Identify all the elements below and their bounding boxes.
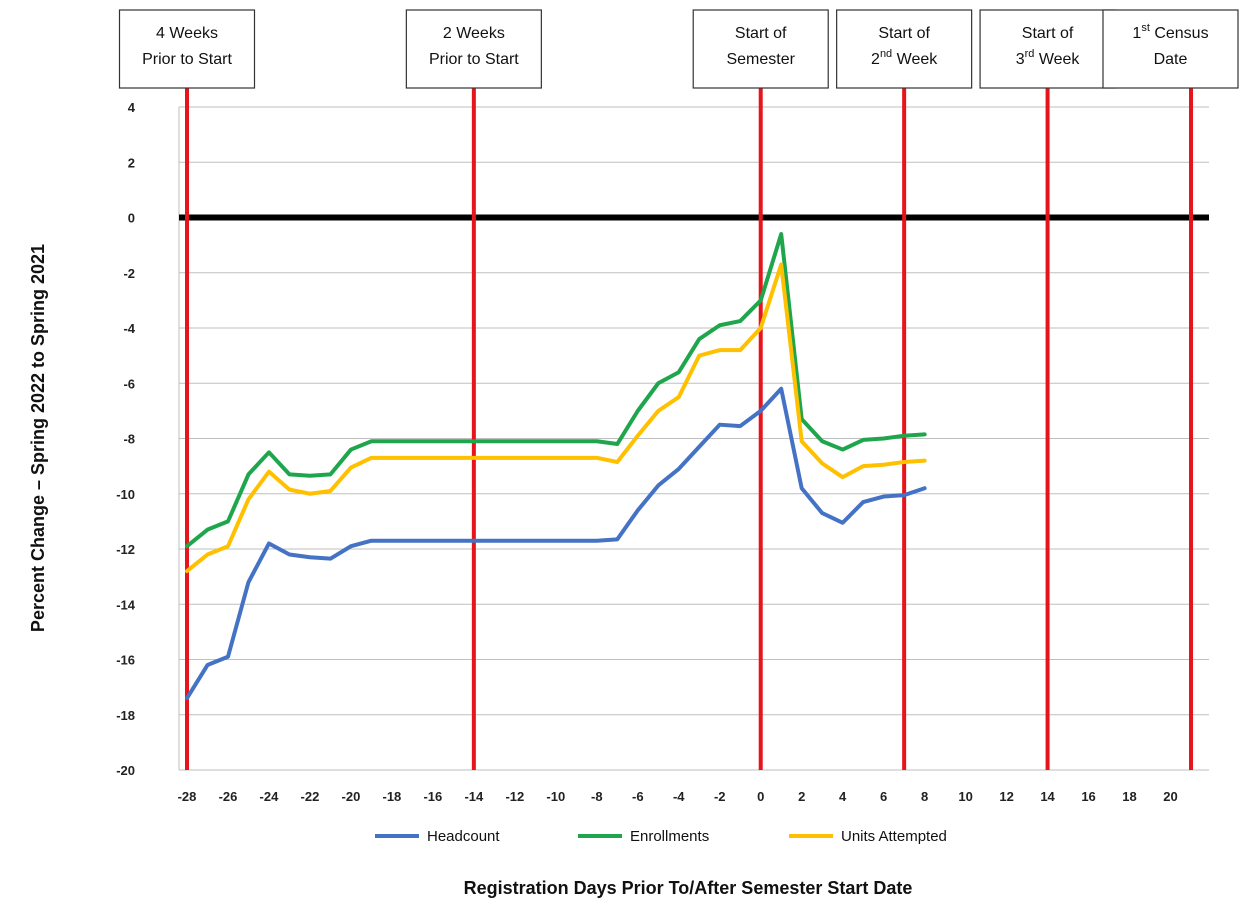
milestone-box	[692, 9, 829, 89]
milestone-label-superscript: rd	[1025, 48, 1035, 60]
y-axis-title: Percent Change – Spring 2022 to Spring 2…	[28, 244, 48, 632]
x-tick-label: -8	[591, 789, 603, 804]
milestone-box	[979, 9, 1116, 89]
y-tick-label: -4	[123, 321, 135, 336]
legend-label: Headcount	[427, 828, 500, 845]
x-tick-label: -24	[260, 789, 280, 804]
milestone-label-text: 3	[1016, 51, 1025, 68]
x-tick-label: -6	[632, 789, 644, 804]
milestone-box	[1102, 9, 1239, 89]
y-tick-label: -18	[116, 708, 135, 723]
milestone-label-text: Start of	[1022, 25, 1074, 42]
milestone-label: 1st Census	[1132, 22, 1208, 42]
x-axis-title: Registration Days Prior To/After Semeste…	[464, 878, 913, 898]
milestone-label: Start of	[1022, 25, 1074, 42]
milestone-label: 2nd Week	[871, 48, 938, 68]
milestone-label-text: 2 Weeks	[443, 25, 505, 42]
milestone-label: Date	[1154, 51, 1188, 68]
y-tick-label: -20	[116, 763, 135, 778]
x-tick-label: -20	[342, 789, 361, 804]
y-tick-label: -6	[123, 376, 135, 391]
x-tick-label: -4	[673, 789, 685, 804]
y-tick-label: 2	[128, 155, 135, 170]
y-tick-label: -14	[116, 597, 136, 612]
milestone-label-text: Prior to Start	[429, 51, 519, 68]
milestone-label: Prior to Start	[142, 51, 232, 68]
y-tick-label: -2	[123, 266, 135, 281]
x-tick-label: -14	[464, 789, 484, 804]
legend-label: Enrollments	[630, 828, 709, 845]
x-tick-label: 18	[1122, 789, 1136, 804]
milestone-box	[118, 9, 256, 89]
x-tick-label: 20	[1163, 789, 1177, 804]
x-tick-label: -10	[546, 789, 565, 804]
milestone-label-superscript: nd	[880, 48, 892, 60]
y-tick-label: -10	[116, 487, 135, 502]
x-tick-label: 12	[999, 789, 1013, 804]
y-tick-label: -16	[116, 653, 135, 668]
y-tick-label: 4	[128, 100, 136, 115]
milestone-label-text: 1	[1132, 25, 1141, 42]
milestone-label: Semester	[726, 51, 795, 68]
milestone-label: Start of	[735, 25, 787, 42]
series-line-headcount	[185, 386, 927, 701]
x-tick-label: 6	[880, 789, 887, 804]
x-tick-label: -18	[382, 789, 401, 804]
x-tick-label: 2	[798, 789, 805, 804]
x-tick-label: -12	[505, 789, 524, 804]
milestone-label-rest: Week	[892, 51, 938, 68]
milestone-label-text: 4 Weeks	[156, 25, 218, 42]
x-tick-label: -28	[178, 789, 197, 804]
milestone-box	[405, 9, 542, 89]
x-tick-label: 8	[921, 789, 928, 804]
x-tick-label: -26	[219, 789, 238, 804]
x-tick-label: 14	[1040, 789, 1055, 804]
x-tick-label: 0	[757, 789, 764, 804]
x-tick-label: 16	[1081, 789, 1095, 804]
milestone-box	[836, 9, 973, 89]
y-tick-label: 0	[128, 211, 135, 226]
milestone-label-rest: Census	[1150, 25, 1209, 42]
x-tick-label: -16	[423, 789, 442, 804]
milestone-label: 2 Weeks	[443, 25, 505, 42]
milestone-label-text: Semester	[726, 51, 795, 68]
x-tick-label: 4	[839, 789, 847, 804]
milestone-label: Prior to Start	[429, 51, 519, 68]
series-line-enrollments	[185, 232, 927, 549]
x-tick-label: -2	[714, 789, 726, 804]
milestone-label-text: Prior to Start	[142, 51, 232, 68]
milestone-label-rest: Week	[1034, 51, 1080, 68]
x-tick-label: -22	[301, 789, 320, 804]
y-tick-label: -8	[123, 432, 135, 447]
legend-label: Units Attempted	[841, 828, 947, 845]
series-line-units-attempted	[185, 262, 927, 574]
milestone-label: 4 Weeks	[156, 25, 218, 42]
milestone-label-superscript: st	[1141, 22, 1150, 34]
y-tick-label: -12	[116, 542, 135, 557]
milestone-label: 3rd Week	[1016, 48, 1081, 68]
x-tick-label: 10	[958, 789, 972, 804]
milestone-label-text: Start of	[878, 25, 930, 42]
milestone-label-text: 2	[871, 51, 880, 68]
milestone-label-text: Start of	[735, 25, 787, 42]
milestone-label: Start of	[878, 25, 930, 42]
milestone-label-text: Date	[1154, 51, 1188, 68]
